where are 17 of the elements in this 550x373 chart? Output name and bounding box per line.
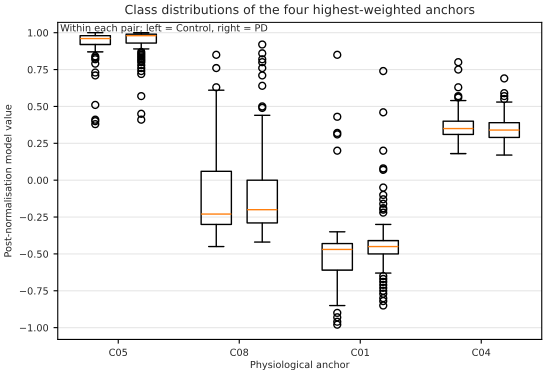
y-tick-label: −1.00 xyxy=(20,324,48,332)
y-tick-label: −0.25 xyxy=(20,214,48,221)
x-tick-label: C04 xyxy=(472,348,490,356)
x-tick-label: C01 xyxy=(351,348,369,356)
y-tick-label: 0.50 xyxy=(28,102,48,110)
x-tick-label: C05 xyxy=(109,348,127,356)
annotation: Within each pair; left = Control, right = PD xyxy=(60,24,268,34)
x-axis-title: Physiological anchor xyxy=(250,360,350,370)
x-tick-label: C08 xyxy=(230,348,248,356)
chart-title: Class distributions of the four highest-weighted anchors xyxy=(125,4,474,17)
y-tick-label: 0.75 xyxy=(28,66,48,74)
y-axis-title: Post-normalisation model value xyxy=(4,104,12,257)
y-tick-label: 0.25 xyxy=(28,140,48,148)
y-tick-label: 1.00 xyxy=(28,29,48,37)
y-tick-label: −0.75 xyxy=(20,287,48,295)
y-tick-label: 0.00 xyxy=(28,176,48,184)
y-tick-label: −0.50 xyxy=(20,250,48,258)
